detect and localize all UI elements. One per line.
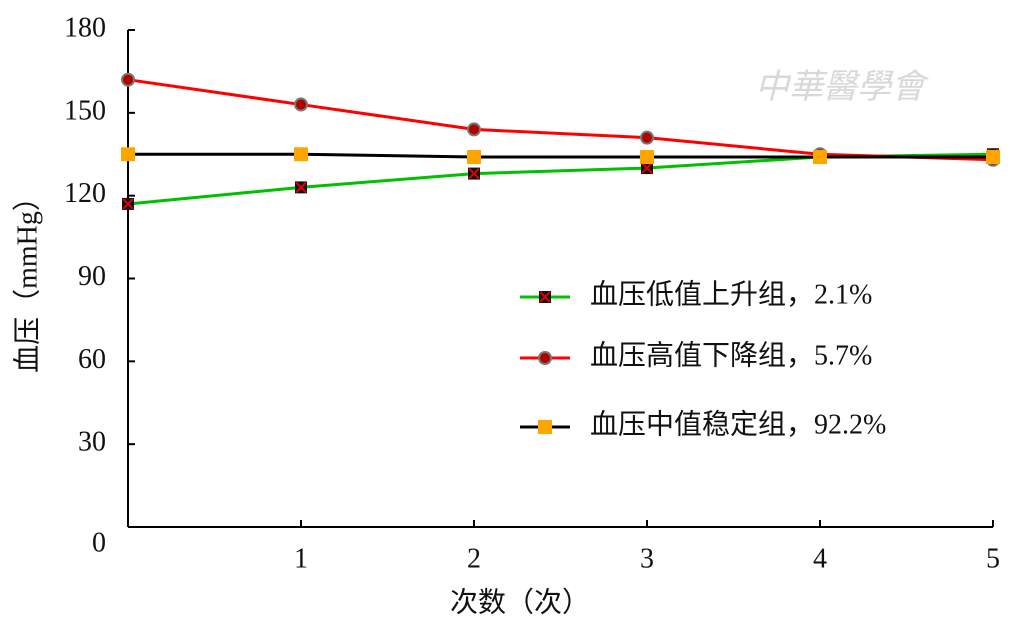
data-point [468, 167, 480, 180]
data-point [121, 147, 135, 162]
legend-label: 血压中值稳定组，92.2% [590, 408, 886, 440]
x-tick-label: 2 [467, 543, 481, 574]
data-point [640, 150, 654, 165]
y-tick-label: 150 [64, 95, 106, 126]
legend-marker [538, 420, 552, 434]
y-tick-label: 120 [64, 178, 106, 209]
data-point [122, 197, 134, 210]
data-point [294, 147, 308, 162]
y-tick-label: 60 [78, 344, 106, 375]
x-tick-label: 1 [294, 543, 308, 574]
y-tick-label: 0 [92, 527, 106, 558]
y-tick-label: 30 [78, 427, 106, 458]
series-line [127, 78, 994, 162]
x-tick-label: 3 [640, 543, 654, 574]
y-tick-label: 90 [78, 261, 106, 292]
marker-part [295, 181, 307, 194]
data-point [641, 162, 653, 175]
watermark: 中華醫學會 [755, 69, 930, 106]
data-point [986, 150, 1000, 165]
legend-marker [538, 351, 552, 365]
marker-part [539, 291, 551, 303]
legend-label: 血压高值下降组，5.7% [590, 339, 872, 371]
x-tick-label: 5 [986, 543, 1000, 574]
series-line [128, 152, 993, 159]
data-point [640, 130, 654, 145]
data-point [467, 150, 481, 165]
data-point [295, 181, 307, 194]
series-line [127, 152, 994, 206]
marker-part [468, 167, 480, 180]
legend-marker [539, 291, 551, 303]
data-point [294, 97, 308, 112]
data-point [813, 150, 827, 165]
x-tick-label: 4 [813, 543, 827, 574]
marker-part [641, 162, 653, 174]
y-tick-label: 180 [64, 12, 106, 43]
x-axis-label: 次数（次） [450, 586, 590, 618]
data-point [121, 72, 135, 87]
legend-label: 血压低值上升组，2.1% [590, 278, 872, 310]
marker-part [122, 198, 134, 210]
y-axis-label: 血压（mmHg） [11, 183, 43, 373]
data-point [467, 122, 481, 137]
